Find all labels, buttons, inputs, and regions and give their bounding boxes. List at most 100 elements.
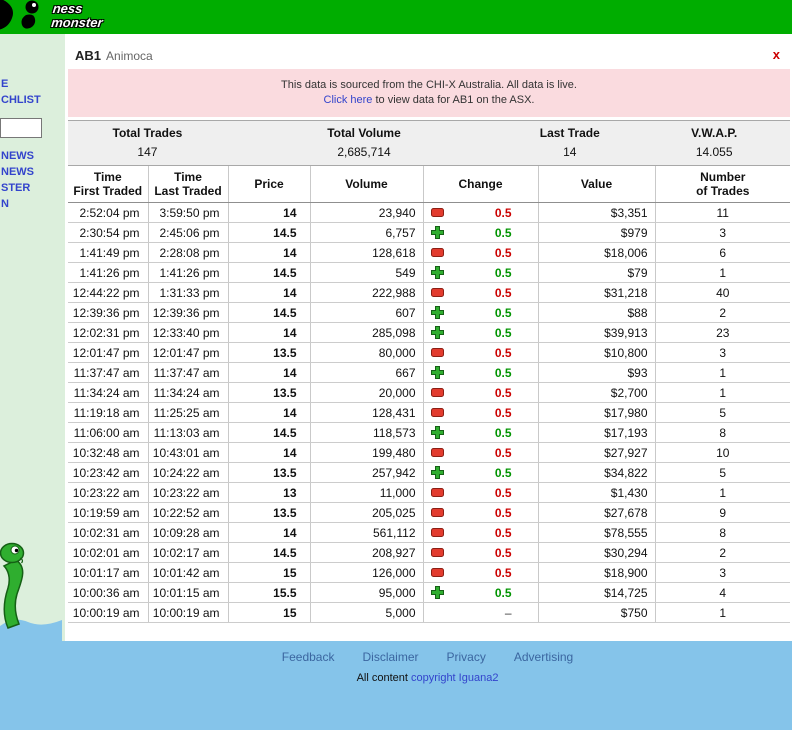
cell-time-last: 11:37:47 am bbox=[148, 362, 229, 383]
cell-price: 14.5 bbox=[228, 222, 311, 243]
cell-trades: 8 bbox=[655, 522, 790, 543]
footer-link-advertising[interactable]: Advertising bbox=[513, 650, 574, 664]
cell-price: 14 bbox=[228, 322, 311, 343]
column-header: Volume bbox=[310, 166, 424, 203]
footer-links: Feedback Disclaimer Privacy Advertising bbox=[63, 648, 792, 666]
cell-change: 0.5 bbox=[423, 502, 539, 523]
trade-row: 11:19:18 am 11:25:25 am 14 128,431 0.5 $17,98… bbox=[68, 402, 790, 423]
cell-time-first: 10:23:42 am bbox=[68, 462, 149, 483]
sidebar-search-input[interactable] bbox=[0, 118, 42, 138]
change-value: 0.5 bbox=[494, 545, 512, 560]
cell-change: 0.5 bbox=[423, 462, 539, 483]
change-up-icon bbox=[430, 466, 445, 479]
cell-change: 0.5 bbox=[423, 542, 539, 563]
cell-value: $79 bbox=[538, 262, 656, 283]
change-down-icon bbox=[430, 346, 445, 359]
column-header: Number of Trades bbox=[655, 166, 790, 203]
cell-trades: 2 bbox=[655, 542, 790, 563]
cell-trades: 3 bbox=[655, 562, 790, 583]
cell-time-first: 12:39:36 pm bbox=[68, 302, 149, 323]
footer-link-privacy[interactable]: Privacy bbox=[446, 650, 486, 664]
cell-price: 14.5 bbox=[228, 302, 311, 323]
cell-change: 0.5 bbox=[423, 482, 539, 503]
cell-time-last: 10:01:42 am bbox=[148, 562, 229, 583]
cell-value: $30,294 bbox=[538, 542, 656, 563]
cell-value: $31,218 bbox=[538, 282, 656, 303]
trade-row: 1:41:49 pm 2:28:08 pm 14 128,618 0.5 $18,006 6 bbox=[68, 242, 790, 263]
column-header: Time Last Traded bbox=[148, 166, 229, 203]
column-header: Time First Traded bbox=[68, 166, 149, 203]
cell-price: 14 bbox=[228, 362, 311, 383]
copyright-link[interactable]: copyright Iguana2 bbox=[410, 672, 499, 684]
trade-row: 10:01:17 am 10:01:42 am 15 126,000 0.5 $18,90… bbox=[68, 562, 790, 583]
cell-time-last: 10:00:19 am bbox=[148, 602, 229, 623]
quote-name: Animoca bbox=[106, 49, 153, 63]
footer-link-disclaimer[interactable]: Disclaimer bbox=[362, 650, 419, 664]
cell-time-first: 1:41:26 pm bbox=[68, 262, 149, 283]
cell-trades: 3 bbox=[655, 222, 790, 243]
sidebar-link-chlist[interactable]: CHLIST bbox=[1, 94, 41, 106]
cell-volume: 11,000 bbox=[310, 482, 424, 503]
trade-row: 10:32:48 am 10:43:01 am 14 199,480 0.5 $27,92… bbox=[68, 442, 790, 463]
site-logo[interactable]: ness monster bbox=[0, 0, 130, 34]
close-button[interactable]: x bbox=[772, 47, 780, 62]
footer-link-feedback[interactable]: Feedback bbox=[281, 650, 335, 664]
logo-word-1: ness bbox=[52, 1, 84, 16]
trade-row: 10:00:19 am 10:00:19 am 15 5,000– $750 1 bbox=[68, 602, 790, 623]
change-up-icon bbox=[430, 226, 445, 239]
sidebar-link-ster[interactable]: STER bbox=[1, 182, 31, 194]
change-none-icon bbox=[431, 606, 445, 619]
cell-change: 0.5 bbox=[423, 382, 539, 403]
cell-time-first: 12:44:22 pm bbox=[68, 282, 149, 303]
trade-row: 1:41:26 pm 1:41:26 pm 14.5 549 0.5 $79 1 bbox=[68, 262, 790, 283]
cell-volume: 118,573 bbox=[310, 422, 424, 443]
cell-volume: 5,000 bbox=[310, 602, 424, 623]
summary-value: 2,685,714 bbox=[337, 145, 391, 159]
cell-change: 0.5 bbox=[423, 442, 539, 463]
cell-change: 0.5 bbox=[423, 262, 539, 283]
cell-time-first: 10:00:19 am bbox=[68, 602, 149, 623]
change-value: 0.5 bbox=[494, 565, 512, 580]
cell-volume: 222,988 bbox=[310, 282, 424, 303]
cell-volume: 549 bbox=[310, 262, 424, 283]
cell-time-last: 2:45:06 pm bbox=[148, 222, 229, 243]
sidebar-link-n[interactable]: N bbox=[1, 198, 9, 210]
cell-time-last: 2:28:08 pm bbox=[148, 242, 229, 263]
cell-time-first: 2:30:54 pm bbox=[68, 222, 149, 243]
cell-change: 0.5 bbox=[423, 302, 539, 323]
change-down-icon bbox=[430, 206, 445, 219]
sidebar-link-e[interactable]: E bbox=[1, 78, 9, 90]
sidebar-link-news[interactable]: NEWS bbox=[1, 150, 34, 162]
sidebar-link-news[interactable]: NEWS bbox=[1, 166, 34, 178]
cell-time-first: 10:01:17 am bbox=[68, 562, 149, 583]
cell-change: 0.5 bbox=[423, 222, 539, 243]
cell-trades: 6 bbox=[655, 242, 790, 263]
cell-change: 0.5 bbox=[423, 562, 539, 583]
cell-volume: 20,000 bbox=[310, 382, 424, 403]
cell-change: 0.5 bbox=[423, 402, 539, 423]
cell-change: 0.5 bbox=[423, 522, 539, 543]
cell-volume: 128,618 bbox=[310, 242, 424, 263]
change-down-icon bbox=[430, 286, 445, 299]
cell-price: 13.5 bbox=[228, 342, 311, 363]
cell-volume: 199,480 bbox=[310, 442, 424, 463]
cell-time-first: 12:01:47 pm bbox=[68, 342, 149, 363]
quote-panel: AB1 Animoca x This data is sourced from t… bbox=[65, 34, 792, 641]
cell-volume: 667 bbox=[310, 362, 424, 383]
click-here-link[interactable]: Click here bbox=[323, 94, 373, 106]
summary-bar: Total Trades 147 Total Volume 2,685,714 Last… bbox=[68, 120, 790, 166]
cell-volume: 126,000 bbox=[310, 562, 424, 583]
cell-volume: 128,431 bbox=[310, 402, 424, 423]
summary-label: Total Trades bbox=[112, 126, 183, 140]
cell-price: 13.5 bbox=[228, 502, 311, 523]
cell-price: 14 bbox=[228, 202, 311, 223]
cell-value: $78,555 bbox=[538, 522, 656, 543]
cell-time-first: 10:02:31 am bbox=[68, 522, 149, 543]
cell-volume: 257,942 bbox=[310, 462, 424, 483]
cell-price: 14 bbox=[228, 522, 311, 543]
trade-row: 10:23:22 am 10:23:22 am 13 11,000 0.5 $1,430 1 bbox=[68, 482, 790, 503]
cell-volume: 205,025 bbox=[310, 502, 424, 523]
summary-label: Last Trade bbox=[539, 126, 600, 140]
trade-row: 2:52:04 pm 3:59:50 pm 14 23,940 0.5 $3,351 11 bbox=[68, 202, 790, 223]
trade-row: 11:34:24 am 11:34:24 am 13.5 20,000 0.5 $2,70… bbox=[68, 382, 790, 403]
